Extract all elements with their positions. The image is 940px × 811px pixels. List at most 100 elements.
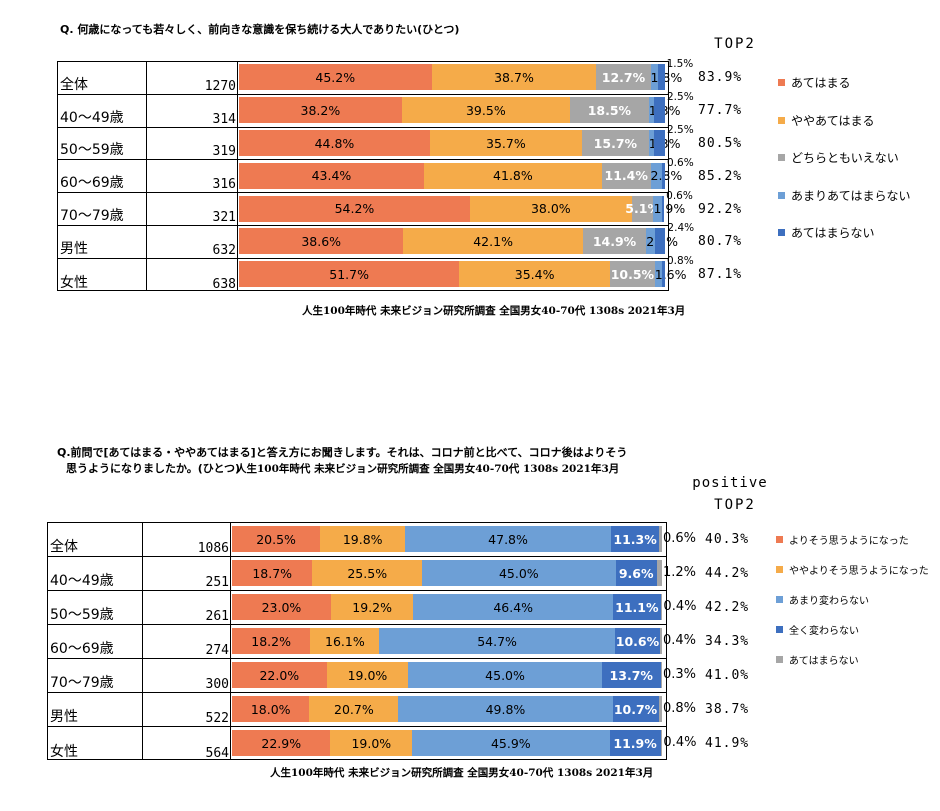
stacked-bar: 38.6% 42.1% 14.9% 2.1% [239, 228, 678, 255]
row-n: 1270 [204, 78, 236, 94]
data-label: 1.6% [654, 266, 687, 282]
stacked-bar: 45.2% 38.7% 12.7% 1.8% [239, 64, 682, 91]
bar-segment-3: 14.9% [582, 228, 647, 255]
data-label: 43.4% [311, 168, 352, 184]
bar-segment-2: 16.1% [310, 628, 380, 654]
total-value: 44.2% [705, 566, 750, 581]
row-label: 男性 [60, 240, 88, 257]
legend-label: あまり変わらない [789, 596, 869, 607]
data-label: 11.4% [604, 168, 648, 184]
outside-data-label: 1.5% [666, 58, 694, 71]
row-label: 全体 [50, 539, 78, 555]
bar-segment-3: 5.1% [625, 195, 660, 222]
legend-swatch [778, 191, 785, 199]
data-label: 14.9% [592, 233, 637, 249]
outside-data-label: 0.4% [663, 633, 697, 648]
row-n: 564 [205, 746, 229, 761]
stacked-bar: 23.0% 19.2% 46.4% 11.1% [232, 594, 663, 620]
bar-segment-3: 15.7% [581, 130, 649, 156]
data-label: 42.1% [473, 233, 513, 249]
legend-label: あてはまる [791, 76, 851, 90]
bar-segment-1: 43.4% [239, 162, 424, 189]
bar-segment-1: 18.2% [232, 628, 311, 654]
row-label: 50～59歳 [50, 607, 114, 623]
legend-item: あてはまらない [778, 224, 875, 241]
bar-segment-4: 1.8% [650, 64, 682, 91]
legend-swatch [778, 116, 785, 124]
legend-swatch [776, 596, 783, 603]
data-label: 22.0% [259, 667, 300, 683]
stacked-bar: 51.7% 35.4% 10.5% 1.6% [239, 261, 687, 288]
bar-segment-2: 38.7% [431, 64, 597, 91]
legend-label: あてはまらない [791, 226, 875, 240]
chart1-row: 60～69歳 316 [58, 160, 668, 194]
chart2-row: 70～79歳 300 [48, 659, 666, 693]
bar-segment-3: 49.8% [398, 696, 613, 722]
bar-segment-2: 35.4% [459, 261, 611, 288]
legend-swatch [776, 566, 783, 573]
bar-segment-5 [656, 560, 662, 586]
total-value: 41.0% [705, 668, 750, 683]
stacked-bar: 18.2% 16.1% 54.7% 10.6% [232, 628, 662, 654]
chart2-row: 全体 1086 [48, 523, 666, 557]
total-value: 87.1% [698, 267, 743, 283]
bar-segment-5 [654, 130, 665, 156]
chart1-row: 50～59歳 319 [58, 128, 668, 161]
outside-data-label: 0.6% [667, 156, 694, 169]
legend-swatch [778, 154, 785, 161]
data-label: 9.6% [618, 565, 654, 581]
row-label: 40～49歳 [50, 573, 114, 589]
row-n: 261 [205, 609, 229, 624]
bar-segment-2: 20.7% [309, 696, 399, 722]
stacked-bar: 22.9% 19.0% 45.9% 11.9% [232, 730, 663, 756]
total-value: 77.7% [698, 103, 743, 119]
row-label: 70～79歳 [50, 675, 114, 691]
bar-segment-3: 54.7% [379, 628, 615, 654]
total-value: 92.2% [698, 201, 743, 217]
chart1-divider-label [146, 62, 147, 290]
data-label: 18.5% [587, 102, 632, 118]
data-label: 20.5% [256, 531, 296, 547]
outside-data-label: 2.5% [667, 91, 694, 104]
legend-label: どちらともいえない [791, 151, 899, 165]
row-label: 女性 [60, 274, 88, 291]
data-label: 23.0% [261, 599, 302, 615]
bar-segment-3: 45.0% [408, 662, 602, 688]
bar-segment-3: 11.4% [601, 162, 651, 189]
row-label: 男性 [50, 709, 78, 725]
bar-segment-4: 11.1% [612, 594, 661, 620]
data-label: 16.1% [325, 633, 365, 649]
row-n: 314 [212, 111, 236, 127]
total-value: 42.2% [705, 600, 750, 615]
data-label: 11.9% [613, 735, 657, 751]
bar-segment-2: 19.2% [330, 594, 414, 620]
outside-data-label: 0.8% [667, 255, 694, 268]
data-label: 20.7% [334, 701, 374, 717]
total-value: 80.5% [698, 136, 743, 151]
data-label: 38.2% [300, 102, 341, 118]
bar-segment-3: 45.9% [412, 730, 610, 756]
bar-segment-3: 47.8% [405, 526, 611, 552]
bar-segment-4: 11.3% [610, 526, 660, 552]
row-n: 638 [212, 276, 236, 292]
legend-item: ややよりそう思うようになった [776, 562, 929, 577]
legend-item: あてはまらない [776, 652, 859, 667]
row-n: 251 [205, 575, 229, 590]
stacked-bar: 20.5% 19.8% 47.8% 11.3% [232, 526, 662, 552]
bar-segment-5 [660, 730, 663, 756]
data-label: 1.9% [653, 201, 686, 217]
chart1-row: 40～49歳 314 [58, 95, 668, 128]
bar-segment-5 [654, 97, 665, 124]
outside-data-label: 0.6% [663, 531, 697, 546]
chart1-total-header: TOP2 [714, 36, 756, 52]
bar-segment-1: 20.5% [232, 526, 321, 552]
data-label: 38.7% [494, 69, 534, 85]
row-n: 321 [212, 209, 236, 225]
total-value: 41.9% [705, 736, 750, 751]
legend-swatch [776, 656, 783, 663]
data-label: 35.4% [514, 266, 555, 282]
bar-segment-1: 44.8% [239, 130, 430, 156]
bar-segment-1: 18.0% [232, 696, 310, 722]
bar-segment-3: 46.4% [413, 594, 613, 620]
data-label: 10.6% [615, 633, 660, 649]
